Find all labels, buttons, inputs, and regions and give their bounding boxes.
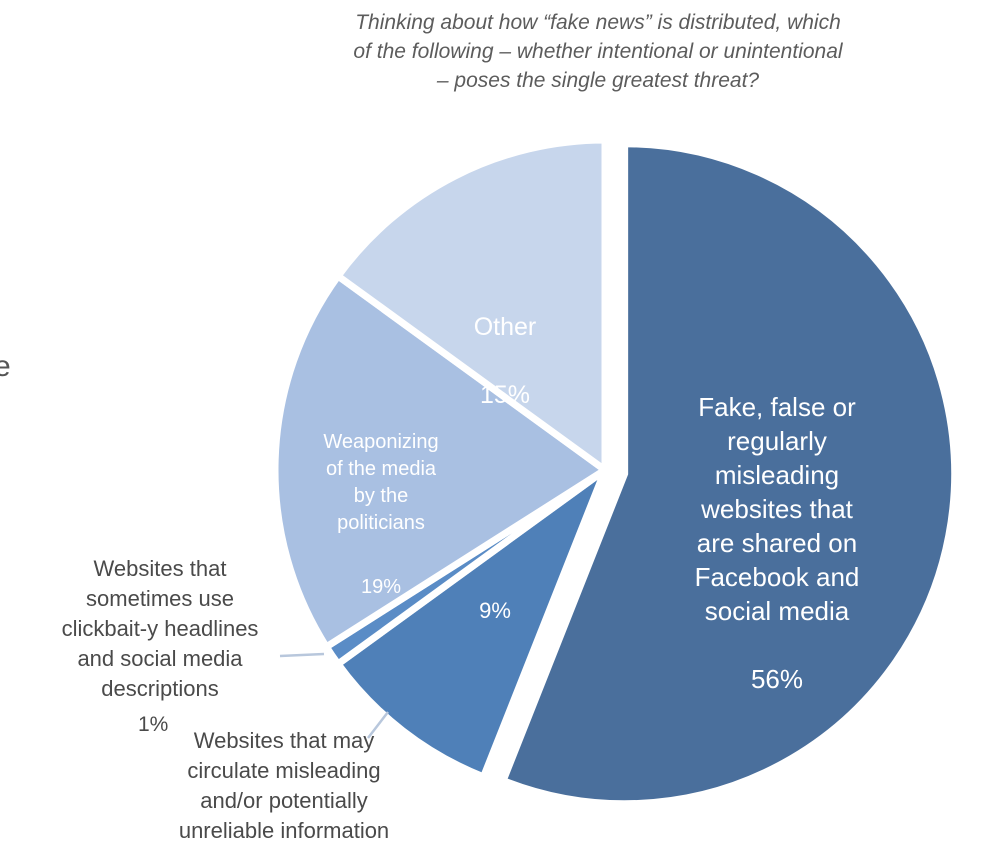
leader-lines <box>279 652 389 739</box>
chart-title: Thinking about how “fake news” is distri… <box>353 11 843 92</box>
pie-slice-s9 <box>333 460 613 782</box>
pie-slice-s56 <box>498 140 959 808</box>
pie-slice-s15 <box>333 136 609 477</box>
slice-label-weaponizing: Weaponizing of the media by the politici… <box>296 402 466 601</box>
cropped-text-fragment: e <box>0 350 11 383</box>
slice-value: 19% <box>360 576 402 598</box>
slice-label-other: Other 15% <box>430 276 580 412</box>
slice-label-text: Fake, false or regularly misleading webs… <box>694 392 860 626</box>
slice-value: 15% <box>479 381 531 409</box>
slice-label-misleading: Websites that may circulate misleading a… <box>178 728 390 843</box>
slice-value: 56% <box>750 664 804 694</box>
slice-label-clickbait: Websites that sometimes use clickbait-y … <box>61 556 259 701</box>
slice-label-text: Weaponizing of the media by the politici… <box>323 431 439 534</box>
slice-label-fake-false-websites: Fake, false or regularly misleading webs… <box>652 356 902 696</box>
pie-slices <box>271 136 959 808</box>
leader-line-clickbait <box>279 652 325 658</box>
slice-value-9: 9% <box>479 598 511 623</box>
pie-slice-s19 <box>271 271 612 652</box>
slice-value-1: 1% <box>138 713 169 736</box>
slice-label-text: Other <box>473 313 537 341</box>
leader-line-misleading <box>367 711 389 739</box>
